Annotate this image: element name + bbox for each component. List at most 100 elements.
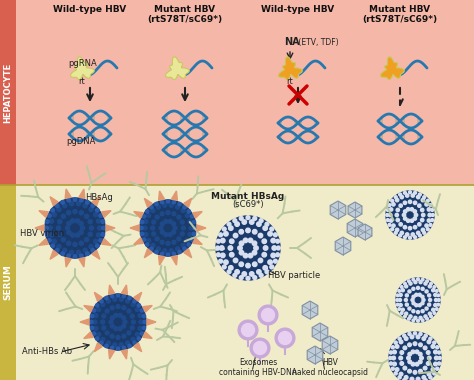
Circle shape [433, 286, 436, 288]
Circle shape [400, 351, 403, 354]
Circle shape [116, 347, 119, 350]
Circle shape [403, 192, 406, 194]
Circle shape [239, 217, 243, 220]
Circle shape [150, 247, 153, 250]
Circle shape [177, 215, 181, 219]
Circle shape [412, 302, 415, 305]
Polygon shape [121, 350, 128, 359]
Circle shape [239, 241, 244, 245]
Circle shape [220, 238, 225, 243]
Circle shape [399, 298, 401, 302]
Circle shape [262, 239, 266, 244]
Circle shape [424, 334, 427, 337]
Circle shape [57, 244, 61, 249]
Circle shape [421, 228, 425, 231]
Circle shape [419, 280, 422, 284]
Circle shape [122, 306, 126, 310]
Circle shape [389, 362, 392, 365]
Circle shape [143, 226, 147, 230]
Polygon shape [307, 346, 323, 364]
Circle shape [437, 294, 440, 297]
Circle shape [90, 320, 93, 324]
Circle shape [259, 274, 263, 277]
Polygon shape [143, 332, 152, 339]
Circle shape [413, 370, 417, 374]
Circle shape [418, 204, 421, 207]
Circle shape [411, 363, 415, 366]
Circle shape [436, 290, 438, 292]
Circle shape [434, 362, 438, 366]
Circle shape [407, 207, 410, 211]
Circle shape [227, 270, 231, 274]
Polygon shape [159, 256, 164, 265]
Circle shape [399, 223, 402, 226]
Circle shape [273, 259, 277, 263]
Circle shape [91, 249, 95, 252]
Circle shape [183, 247, 186, 250]
Circle shape [95, 244, 99, 247]
Circle shape [190, 238, 194, 241]
Circle shape [67, 222, 71, 226]
Circle shape [88, 232, 92, 236]
Circle shape [140, 226, 143, 230]
Circle shape [102, 226, 105, 230]
Circle shape [126, 299, 129, 303]
Circle shape [233, 258, 238, 263]
Circle shape [189, 226, 193, 230]
Text: rt: rt [287, 76, 293, 86]
Circle shape [421, 287, 424, 290]
Circle shape [403, 201, 407, 204]
Circle shape [181, 244, 185, 247]
Circle shape [101, 303, 105, 307]
Circle shape [431, 368, 435, 371]
Circle shape [418, 293, 421, 296]
Circle shape [421, 213, 425, 217]
Polygon shape [348, 202, 362, 218]
Circle shape [95, 209, 99, 212]
Circle shape [187, 243, 191, 246]
Circle shape [419, 234, 421, 237]
Circle shape [411, 194, 414, 197]
Circle shape [399, 304, 402, 307]
Circle shape [403, 236, 406, 239]
Circle shape [408, 360, 411, 364]
Circle shape [188, 233, 192, 236]
Circle shape [192, 232, 196, 236]
Circle shape [183, 206, 186, 209]
Circle shape [400, 362, 403, 365]
Circle shape [155, 250, 158, 253]
Circle shape [228, 226, 233, 230]
Polygon shape [335, 237, 351, 255]
Circle shape [138, 314, 142, 318]
Circle shape [272, 246, 276, 250]
Circle shape [146, 210, 149, 213]
Circle shape [402, 213, 406, 217]
Circle shape [61, 201, 64, 204]
Polygon shape [71, 57, 94, 80]
Circle shape [423, 346, 427, 350]
Circle shape [395, 368, 399, 371]
Circle shape [428, 303, 431, 306]
Polygon shape [50, 197, 58, 206]
Polygon shape [312, 323, 328, 341]
Circle shape [140, 332, 144, 335]
Polygon shape [80, 319, 89, 325]
Circle shape [392, 224, 395, 227]
Circle shape [181, 209, 185, 212]
Circle shape [83, 248, 87, 252]
Circle shape [420, 208, 424, 212]
Circle shape [172, 230, 176, 234]
Circle shape [393, 362, 396, 366]
Text: HBV
naked nucleocapsid: HBV naked nucleocapsid [292, 358, 368, 377]
Circle shape [436, 346, 439, 349]
Circle shape [391, 367, 394, 370]
Circle shape [429, 337, 432, 340]
Circle shape [160, 200, 164, 204]
Polygon shape [94, 343, 102, 352]
Circle shape [147, 214, 151, 217]
Polygon shape [134, 292, 142, 301]
Circle shape [428, 356, 431, 360]
Circle shape [434, 304, 437, 307]
Circle shape [389, 332, 441, 380]
Polygon shape [147, 319, 156, 325]
